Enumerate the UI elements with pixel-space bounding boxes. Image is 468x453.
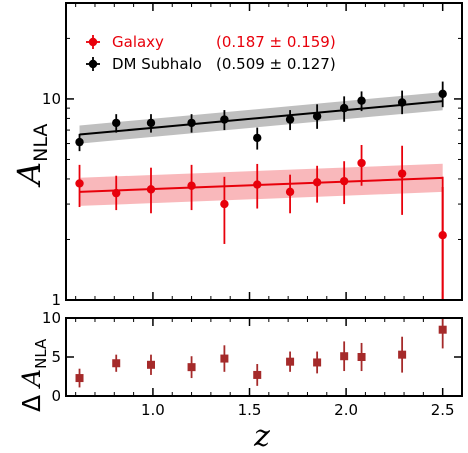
data-point bbox=[112, 188, 121, 198]
data-point bbox=[220, 354, 229, 363]
data-point bbox=[187, 363, 196, 372]
top-panel: 1 10 bbox=[42, 2, 463, 309]
data-point bbox=[187, 118, 196, 128]
data-point bbox=[112, 359, 121, 368]
data-point bbox=[253, 370, 262, 379]
x-tick-label: 2.5 bbox=[431, 401, 455, 419]
data-point bbox=[398, 350, 407, 359]
data-point bbox=[146, 118, 156, 128]
data-point bbox=[438, 325, 447, 334]
data-point bbox=[340, 352, 349, 361]
data-point bbox=[286, 357, 295, 366]
fit-line bbox=[79, 100, 443, 136]
data-point bbox=[397, 169, 407, 178]
data-point bbox=[357, 96, 366, 105]
bottom-panel-frame bbox=[65, 317, 463, 397]
top-panel-frame bbox=[65, 2, 463, 301]
data-point bbox=[357, 353, 366, 361]
legend-fit-value: (0.509 ± 0.127) bbox=[216, 55, 336, 73]
data-point bbox=[313, 358, 322, 367]
legend-marker bbox=[88, 59, 98, 69]
data-point bbox=[339, 176, 349, 186]
x-axis-label: z bbox=[253, 419, 270, 453]
data-point bbox=[253, 133, 262, 143]
data-point bbox=[146, 360, 155, 369]
legend-fit-value: (0.187 ± 0.159) bbox=[216, 33, 336, 51]
y-tick-label: 10 bbox=[42, 90, 61, 108]
x-tick-label: 1.5 bbox=[238, 401, 262, 419]
data-point bbox=[438, 89, 447, 99]
data-point bbox=[312, 112, 322, 121]
data-point bbox=[339, 103, 349, 113]
data-point bbox=[220, 115, 229, 124]
top-y-axis-label: ANLA bbox=[10, 124, 52, 188]
data-point bbox=[253, 180, 262, 189]
bottom-y-axis-label: Δ ANLA bbox=[17, 338, 50, 412]
data-point bbox=[312, 178, 322, 187]
legend-label: DM Subhalo bbox=[112, 55, 202, 73]
data-point bbox=[75, 137, 84, 147]
data-point bbox=[112, 118, 121, 128]
y-tick-label: 5 bbox=[51, 348, 61, 366]
axis-labels: ANLA Δ ANLA z bbox=[10, 124, 270, 453]
bottom-panel: 0 5 10 1.0 1.5 2.0 2.5 bbox=[42, 309, 463, 419]
data-point bbox=[220, 199, 229, 209]
y-tick-label: 10 bbox=[42, 309, 61, 327]
data-point bbox=[285, 187, 295, 197]
data-point bbox=[146, 185, 156, 194]
legend: Galaxy (0.187 ± 0.159) DM Subhalo (0.509 ± … bbox=[86, 33, 336, 73]
data-point bbox=[187, 181, 196, 190]
data-point bbox=[285, 115, 295, 124]
legend-marker bbox=[88, 37, 98, 47]
x-tick-label: 1.0 bbox=[141, 401, 165, 419]
x-tick-label: 2.0 bbox=[334, 401, 358, 419]
y-tick-label: 0 bbox=[51, 387, 61, 405]
data-point bbox=[357, 158, 366, 168]
data-point bbox=[75, 179, 84, 188]
legend-label: Galaxy bbox=[112, 33, 164, 51]
y-tick-label: 1 bbox=[51, 291, 61, 309]
data-point bbox=[75, 374, 84, 383]
data-point bbox=[397, 98, 407, 107]
